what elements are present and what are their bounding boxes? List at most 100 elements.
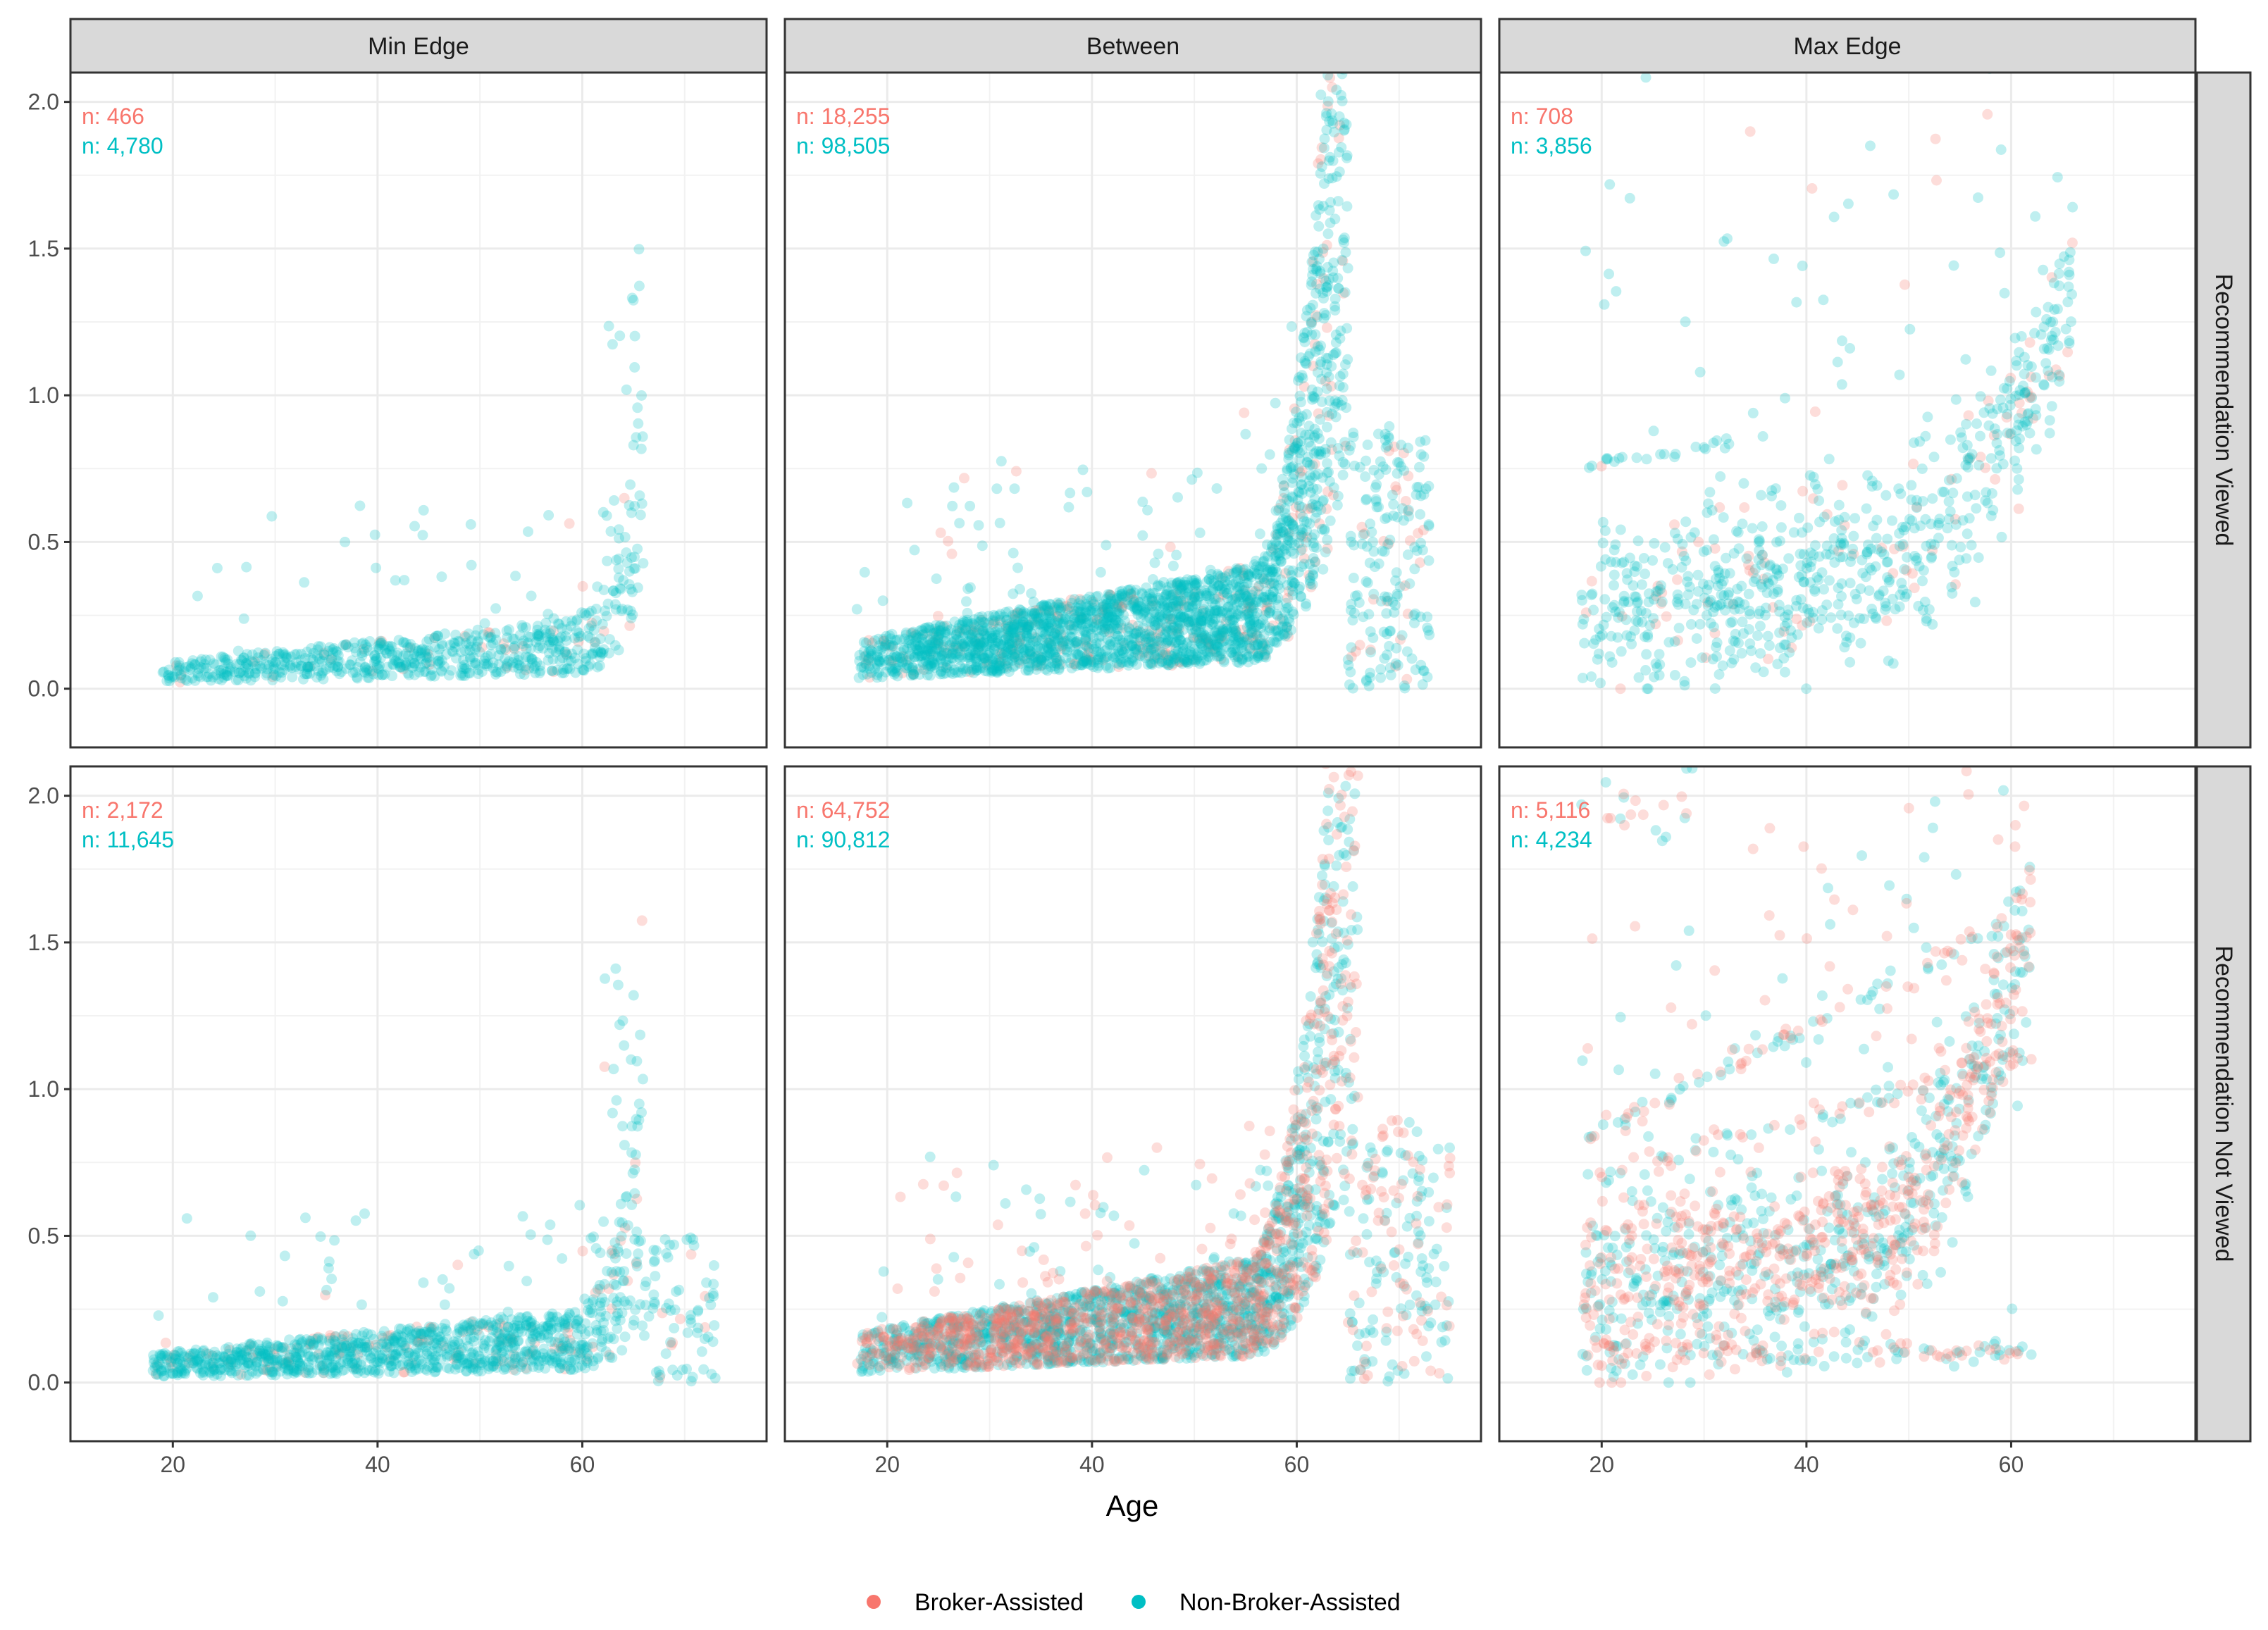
point-non-broker-assisted xyxy=(1265,571,1276,583)
point-non-broker-assisted xyxy=(1343,660,1354,671)
point-non-broker-assisted xyxy=(891,651,902,662)
point-non-broker-assisted xyxy=(351,671,362,683)
point-non-broker-assisted xyxy=(349,642,360,654)
point-non-broker-assisted xyxy=(1232,582,1243,592)
point-non-broker-assisted xyxy=(387,649,398,660)
point-non-broker-assisted xyxy=(1217,627,1228,638)
point-non-broker-assisted xyxy=(1160,658,1172,669)
point-non-broker-assisted xyxy=(1134,650,1146,661)
point-non-broker-assisted xyxy=(969,641,979,652)
point-non-broker-assisted xyxy=(1038,611,1049,622)
point-broker-assisted xyxy=(1290,502,1301,513)
point-broker-assisted xyxy=(1181,657,1192,668)
point-non-broker-assisted xyxy=(432,630,443,642)
point-non-broker-assisted xyxy=(1153,592,1164,604)
point-non-broker-assisted xyxy=(436,638,447,649)
point-non-broker-assisted xyxy=(990,611,1000,622)
point-non-broker-assisted xyxy=(1101,620,1113,631)
point-non-broker-assisted xyxy=(1322,228,1334,239)
point-non-broker-assisted xyxy=(1008,547,1019,559)
point-non-broker-assisted xyxy=(1113,623,1124,635)
point-non-broker-assisted xyxy=(1168,653,1179,664)
point-non-broker-assisted xyxy=(321,664,331,675)
point-non-broker-assisted xyxy=(1423,519,1434,530)
point-broker-assisted xyxy=(1167,601,1179,612)
point-non-broker-assisted xyxy=(877,595,888,606)
point-broker-assisted xyxy=(977,626,988,637)
point-non-broker-assisted xyxy=(1349,460,1360,471)
point-non-broker-assisted xyxy=(1604,268,1614,280)
point-non-broker-assisted xyxy=(974,638,985,649)
point-non-broker-assisted xyxy=(454,636,465,647)
point-broker-assisted xyxy=(1165,624,1176,635)
point-non-broker-assisted xyxy=(1580,245,1591,256)
point-non-broker-assisted xyxy=(1319,525,1330,536)
point-non-broker-assisted xyxy=(1210,594,1221,605)
point-non-broker-assisted xyxy=(1981,487,1992,498)
point-non-broker-assisted xyxy=(876,652,888,662)
point-non-broker-assisted xyxy=(399,637,409,648)
point-non-broker-assisted xyxy=(1315,359,1326,371)
point-non-broker-assisted xyxy=(958,642,969,652)
point-non-broker-assisted xyxy=(1962,440,1973,451)
point-broker-assisted xyxy=(1178,599,1189,611)
point-non-broker-assisted xyxy=(473,635,484,646)
point-non-broker-assisted xyxy=(1962,528,1973,540)
point-non-broker-assisted xyxy=(531,657,543,668)
point-non-broker-assisted xyxy=(892,660,903,671)
point-non-broker-assisted xyxy=(1331,171,1342,182)
point-non-broker-assisted xyxy=(1842,198,1854,209)
point-non-broker-assisted xyxy=(938,668,949,680)
point-non-broker-assisted xyxy=(1123,585,1134,596)
point-non-broker-assisted xyxy=(969,647,981,659)
point-non-broker-assisted xyxy=(1299,516,1310,527)
point-non-broker-assisted xyxy=(629,552,640,563)
point-non-broker-assisted xyxy=(1229,612,1241,623)
point-non-broker-assisted xyxy=(192,590,203,602)
point-non-broker-assisted xyxy=(1177,640,1189,651)
point-non-broker-assisted xyxy=(1149,557,1160,568)
point-non-broker-assisted xyxy=(488,662,498,673)
point-non-broker-assisted xyxy=(1139,628,1151,640)
point-non-broker-assisted xyxy=(1176,582,1187,592)
point-non-broker-assisted xyxy=(1997,459,2009,470)
point-non-broker-assisted xyxy=(270,657,281,668)
point-non-broker-assisted xyxy=(1632,616,1644,628)
point-non-broker-assisted xyxy=(1384,535,1396,545)
point-broker-assisted xyxy=(935,527,946,538)
point-non-broker-assisted xyxy=(1137,497,1148,507)
point-non-broker-assisted xyxy=(1042,604,1053,616)
point-non-broker-assisted xyxy=(636,443,647,454)
point-broker-assisted xyxy=(1278,480,1289,492)
point-non-broker-assisted xyxy=(1182,657,1193,667)
point-non-broker-assisted xyxy=(278,647,289,658)
point-non-broker-assisted xyxy=(370,655,381,666)
point-non-broker-assisted xyxy=(603,321,614,332)
point-non-broker-assisted xyxy=(371,659,383,671)
point-non-broker-assisted xyxy=(1609,569,1620,580)
point-non-broker-assisted xyxy=(886,628,898,640)
point-non-broker-assisted xyxy=(1236,592,1247,603)
point-non-broker-assisted xyxy=(907,642,918,652)
point-non-broker-assisted xyxy=(971,661,982,672)
point-broker-assisted xyxy=(860,650,872,661)
point-non-broker-assisted xyxy=(1382,539,1394,550)
point-broker-assisted xyxy=(1058,601,1070,612)
point-broker-assisted xyxy=(476,642,488,653)
point-non-broker-assisted xyxy=(1253,650,1264,661)
point-non-broker-assisted xyxy=(1209,639,1220,650)
point-non-broker-assisted xyxy=(1161,599,1172,611)
point-non-broker-assisted xyxy=(247,649,258,660)
point-non-broker-assisted xyxy=(1258,629,1270,640)
point-broker-assisted xyxy=(1320,375,1331,387)
point-non-broker-assisted xyxy=(1999,287,2010,299)
point-non-broker-assisted xyxy=(1175,611,1186,623)
point-broker-assisted xyxy=(1045,639,1056,650)
point-non-broker-assisted xyxy=(1203,636,1214,647)
point-non-broker-assisted xyxy=(182,676,193,687)
point-non-broker-assisted xyxy=(1296,471,1308,483)
point-non-broker-assisted xyxy=(990,637,1001,648)
point-non-broker-assisted xyxy=(554,633,566,644)
point-non-broker-assisted xyxy=(934,621,946,632)
point-broker-assisted xyxy=(1054,659,1065,670)
